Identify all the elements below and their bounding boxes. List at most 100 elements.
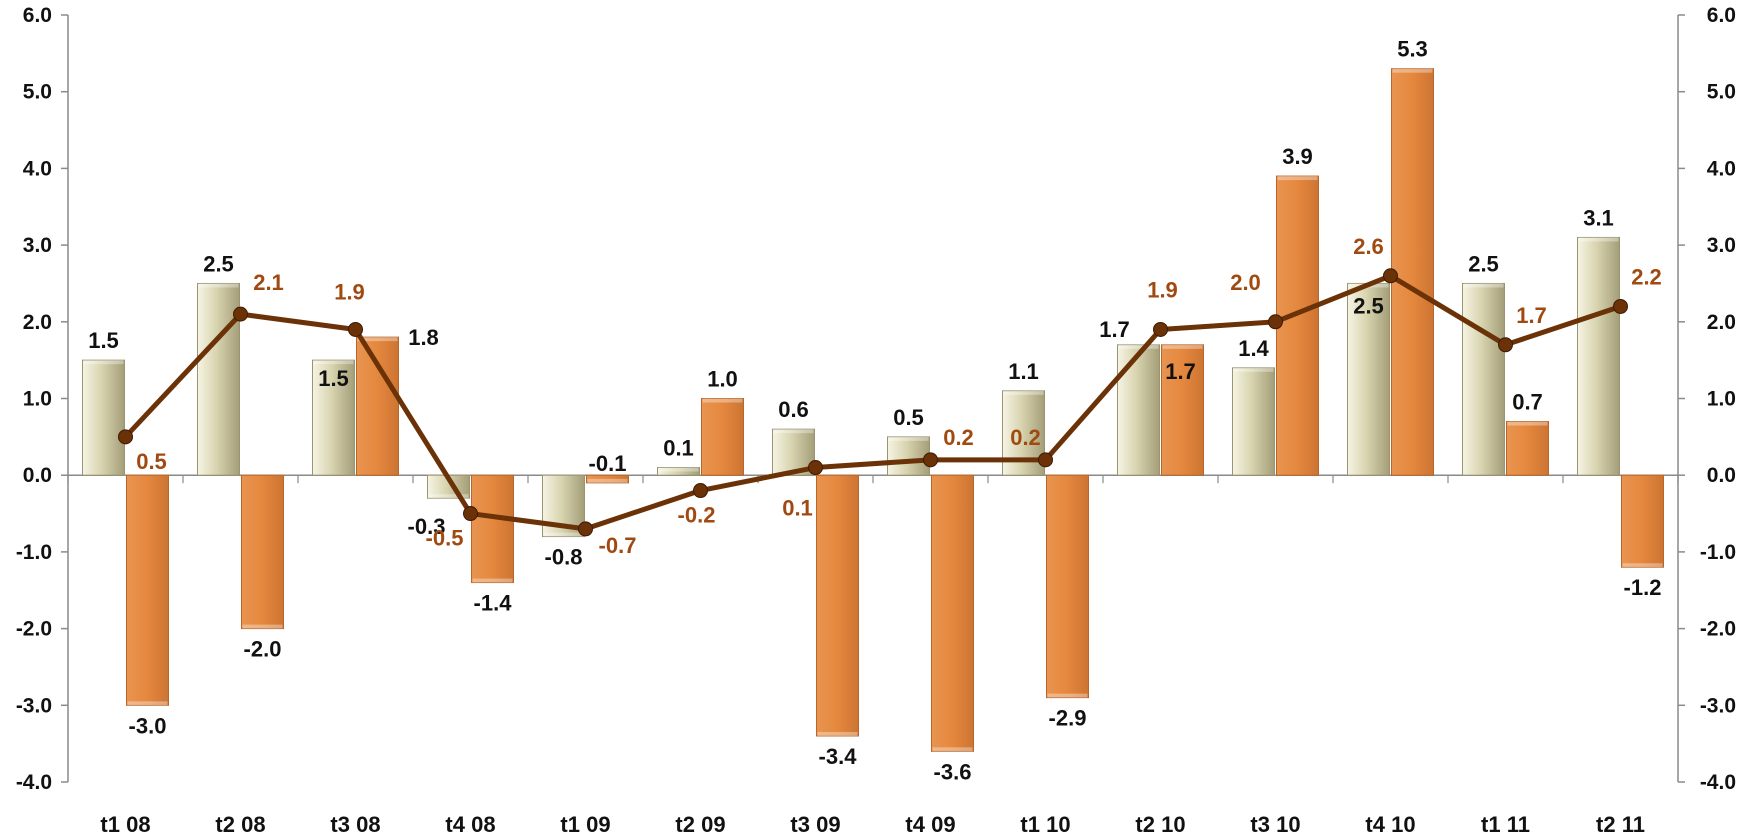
line-series-point [923, 452, 938, 468]
bar-series-2 [356, 336, 399, 476]
bar-series-1-cap [888, 436, 929, 441]
line-series-point [233, 306, 248, 322]
y-left-tick-label: -4.0 [16, 771, 52, 794]
y-right-tick-label: -3.0 [1700, 694, 1736, 717]
data-label: -1.4 [474, 591, 513, 616]
y-left-tick-label: 4.0 [23, 157, 52, 180]
bar-series-2 [1276, 175, 1319, 476]
bar-series-1-cap [543, 532, 584, 537]
bar-series-1 [197, 282, 240, 476]
data-label: -0.5 [426, 526, 464, 551]
bar-series-2-body [126, 474, 169, 706]
y-left-tick-label: 2.0 [23, 311, 52, 334]
bar-series-2-body [1161, 344, 1204, 476]
bar-series-1-body [657, 467, 700, 476]
bar-series-2 [471, 474, 514, 584]
bar-series-1-cap [198, 283, 239, 288]
bar-series-2-body [931, 474, 974, 752]
bar-series-2 [1046, 474, 1089, 699]
data-label: 1.5 [318, 366, 349, 391]
data-label: 3.1 [1583, 205, 1614, 230]
bar-series-1-cap [1233, 367, 1274, 372]
x-category-label: t1 08 [100, 812, 150, 837]
data-label: -0.1 [589, 451, 627, 476]
bar-series-1 [887, 436, 930, 476]
bar-series-2-body [1276, 175, 1319, 476]
x-category-label: t1 09 [560, 812, 610, 837]
bar-series-2-body [1391, 68, 1434, 476]
bar-series-1-cap [1463, 283, 1504, 288]
bar-series-2 [1621, 474, 1664, 568]
bar-series-2-cap [587, 478, 628, 483]
bar-series-1-cap [83, 360, 124, 365]
bar-series-2-cap [472, 578, 513, 583]
bar-series-1-body [887, 436, 930, 476]
x-category-label: t3 08 [330, 812, 380, 837]
y-left-tick-label: -3.0 [16, 694, 52, 717]
bar-series-2-cap [242, 624, 283, 629]
y-left-tick-label: 3.0 [23, 234, 52, 257]
data-label: 0.6 [778, 397, 809, 422]
x-category-label: t1 10 [1020, 812, 1070, 837]
data-label: 1.8 [408, 325, 439, 350]
bar-series-1-cap [658, 467, 699, 472]
bar-series-2-cap [1622, 563, 1663, 568]
x-category-label: t2 11 [1596, 812, 1645, 837]
y-right-tick-label: 3.0 [1707, 234, 1736, 257]
bar-series-2-body [356, 336, 399, 476]
line-series-point [1613, 298, 1628, 314]
data-label: 0.7 [1512, 390, 1543, 415]
bar-series-2-cap [357, 337, 398, 342]
data-label: 1.5 [88, 328, 119, 353]
data-label: -0.2 [678, 503, 716, 528]
data-label: 1.4 [1238, 336, 1269, 361]
bar-series-2-body [241, 474, 284, 630]
data-label: 2.5 [1353, 293, 1384, 318]
labels: 1.5 2.5 1.5 -0.3 -0.8 0.1 0.6 0.5 1.1 1.7 1.4 2.5 2.… [88, 37, 1662, 785]
data-label: 0.5 [893, 405, 924, 430]
data-label: 3.9 [1282, 144, 1313, 169]
bar-series-2-cap [702, 398, 743, 403]
bar-series-1-cap [1578, 237, 1619, 242]
bar-series-1-body [1577, 236, 1620, 476]
bar-series-1 [657, 467, 700, 476]
bar-series-1-cap [313, 360, 354, 365]
data-label: -1.2 [1624, 575, 1662, 600]
bar-series-2-cap [1277, 176, 1318, 181]
line-series-point [348, 321, 363, 337]
data-label: 0.5 [136, 449, 167, 474]
bar-series-2 [701, 398, 744, 476]
data-label: -2.9 [1049, 706, 1087, 731]
data-label: 1.9 [1147, 277, 1178, 302]
y-right-tick-label: 2.0 [1707, 311, 1736, 334]
x-category-label: t4 10 [1365, 812, 1415, 837]
x-category-label: t4 08 [445, 812, 495, 837]
data-label: 1.1 [1008, 359, 1039, 384]
bar-series-1 [1232, 367, 1275, 476]
bar-series-2-body [1621, 474, 1664, 568]
bar-series-2 [1391, 68, 1434, 476]
line-series-point [1153, 321, 1168, 337]
bar-series-2 [586, 474, 629, 484]
data-label: 0.2 [943, 425, 974, 450]
bar-series-1-cap [428, 494, 469, 499]
y-left-tick-label: 5.0 [23, 81, 52, 104]
bar-series-2-body [1506, 421, 1549, 476]
line-series-path [123, 273, 1623, 532]
x-category-label: t3 10 [1250, 812, 1300, 837]
bar-series-2 [931, 474, 974, 752]
y-right-tick-label: 0.0 [1707, 464, 1736, 487]
data-label: 1.7 [1165, 359, 1196, 384]
line-series-point [808, 460, 823, 476]
bar-series-2-body [1046, 474, 1089, 699]
y-left-tick-label: 1.0 [23, 388, 52, 411]
data-label: -3.6 [934, 759, 972, 784]
line-series-point [693, 483, 708, 499]
bar-series-1-body [82, 359, 125, 476]
bar-series-2-body [586, 474, 629, 484]
bar-series-1 [1577, 236, 1620, 476]
data-label: 1.7 [1516, 303, 1547, 328]
data-label: 0.2 [1010, 425, 1041, 450]
x-category-label: t3 09 [790, 812, 840, 837]
